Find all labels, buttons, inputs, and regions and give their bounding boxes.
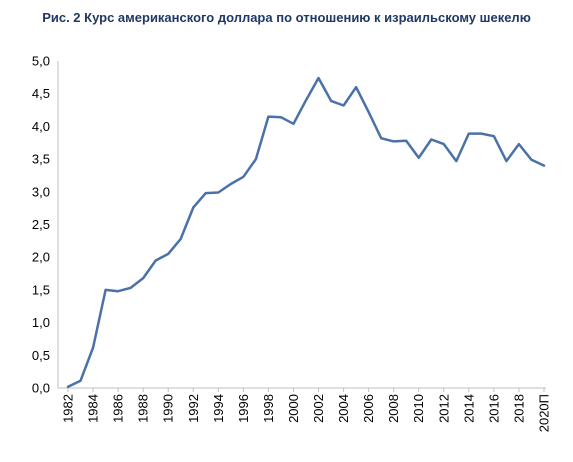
x-tick-label: 2020П <box>537 394 552 432</box>
x-tick-label: 2014 <box>461 394 476 423</box>
x-tick-label: 1998 <box>261 394 276 423</box>
x-tick-label: 2012 <box>436 394 451 423</box>
y-tick-label: 5,0 <box>32 54 50 69</box>
x-tick-label: 2002 <box>311 394 326 423</box>
y-tick-label: 0,0 <box>32 381 50 396</box>
y-tick-label: 4,5 <box>32 86 50 101</box>
series-layer <box>66 76 546 388</box>
y-tick-label: 3,0 <box>32 184 50 199</box>
axes <box>57 61 546 392</box>
chart-title: Рис. 2 Курс американского доллара по отн… <box>42 10 531 25</box>
y-tick-label: 1,0 <box>32 315 50 330</box>
x-tick-label: 2010 <box>411 394 426 423</box>
y-tick-labels: 0,0 0,5 1,0 1,5 2,0 2,5 3,0 3,5 4,0 4,5 5,0 <box>32 54 50 396</box>
x-tick-label: 1992 <box>186 394 201 423</box>
y-tick-label: 0,5 <box>32 348 50 363</box>
x-tick-label: 2008 <box>386 394 401 423</box>
x-tick-label: 2016 <box>486 394 501 423</box>
y-tick-label: 2,0 <box>32 250 50 265</box>
x-tick-labels: 1982 1984 1986 1988 1990 1992 1994 1996 1998 2000… <box>61 394 552 432</box>
x-tick-label: 1990 <box>161 394 176 423</box>
x-tick-label: 1996 <box>236 394 251 423</box>
x-tick-label: 2000 <box>286 394 301 423</box>
series-line <box>66 76 546 388</box>
y-tick-label: 2,5 <box>32 217 50 232</box>
x-tick-label: 2004 <box>336 394 351 423</box>
x-tick-label: 2006 <box>361 394 376 423</box>
x-tick-label: 1988 <box>136 394 151 423</box>
x-tick-label: 2018 <box>511 394 526 423</box>
y-tick-label: 3,5 <box>32 152 50 167</box>
x-tick-label: 1986 <box>111 394 126 423</box>
y-tick-label: 1,5 <box>32 282 50 297</box>
x-tick-label: 1994 <box>211 394 226 423</box>
y-tick-label: 4,0 <box>32 119 50 134</box>
x-tick-label: 1982 <box>61 394 76 423</box>
x-tick-label: 1984 <box>86 394 101 423</box>
